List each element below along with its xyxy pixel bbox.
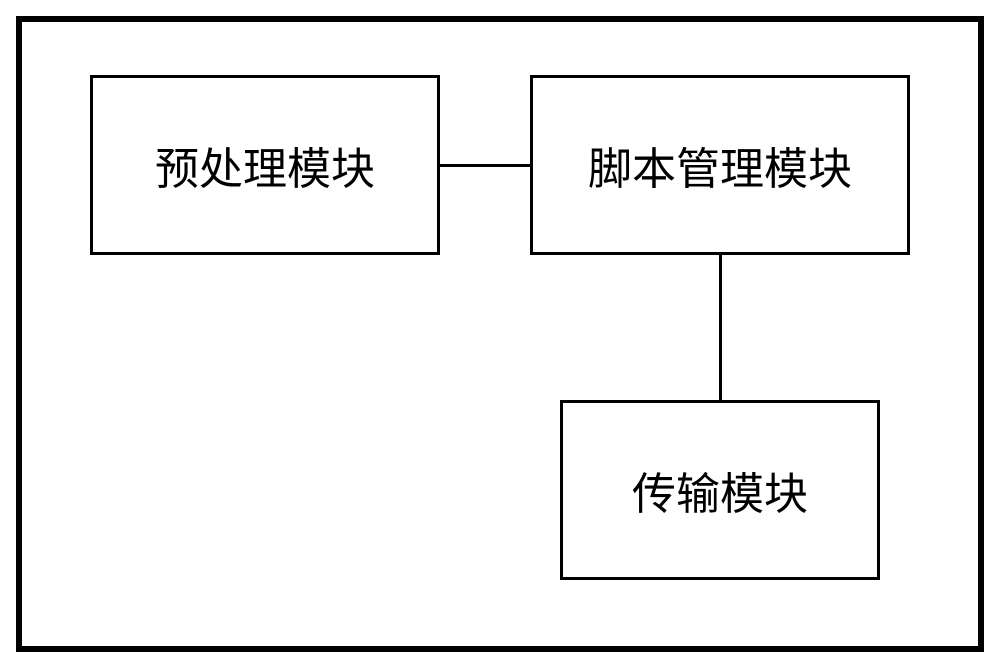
edge-preprocess-to-script xyxy=(440,164,530,167)
node-preprocess: 预处理模块 xyxy=(90,75,440,255)
node-script-mgmt: 脚本管理模块 xyxy=(530,75,910,255)
node-script-mgmt-label: 脚本管理模块 xyxy=(588,133,852,197)
node-preprocess-label: 预处理模块 xyxy=(155,133,375,197)
node-transmit-label: 传输模块 xyxy=(632,458,808,522)
edge-script-to-transmit xyxy=(719,255,722,400)
node-transmit: 传输模块 xyxy=(560,400,880,580)
